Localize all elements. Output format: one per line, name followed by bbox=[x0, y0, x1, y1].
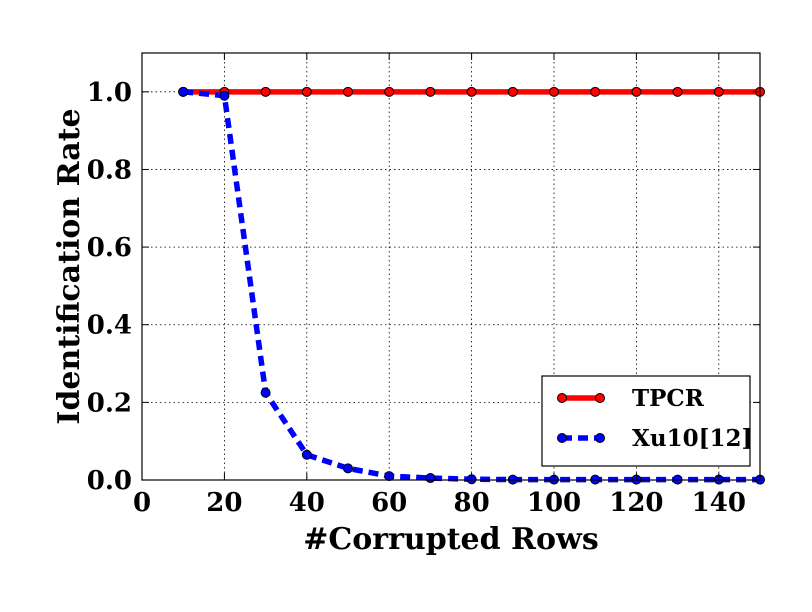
data-point-tpcr bbox=[590, 86, 601, 97]
axis-ticks: 0 20 40 60 80 100 120 140 0.0 0.2 0.4 0.6 0.8 1.0 bbox=[87, 53, 760, 518]
legend-label-tpcr: TPCR bbox=[632, 385, 705, 412]
y-tick-label: 1.0 bbox=[87, 78, 132, 108]
x-tick-label: 60 bbox=[371, 488, 407, 518]
data-point-xu10 bbox=[178, 86, 189, 97]
data-point-tpcr bbox=[631, 86, 642, 97]
x-tick-label: 40 bbox=[289, 488, 325, 518]
data-point-tpcr bbox=[549, 86, 559, 97]
legend-label-xu10: Xu10[12] bbox=[632, 425, 752, 452]
y-tick-label: 0.6 bbox=[87, 233, 132, 263]
x-tick-label: 140 bbox=[692, 488, 746, 518]
data-point-tpcr bbox=[672, 86, 683, 97]
data-point-tpcr bbox=[343, 86, 353, 97]
data-point-xu10 bbox=[219, 90, 230, 101]
x-tick-label: 100 bbox=[527, 488, 581, 518]
y-tick-label: 0.2 bbox=[87, 388, 132, 418]
data-point-tpcr bbox=[507, 86, 518, 97]
data-point-xu10 bbox=[425, 473, 436, 484]
legend-marker-tpcr bbox=[557, 393, 567, 403]
x-axis-label: #Corrupted Rows bbox=[303, 522, 598, 557]
x-tick-label: 80 bbox=[454, 488, 490, 518]
y-tick-label: 0.0 bbox=[87, 466, 132, 496]
data-point-xu10 bbox=[343, 463, 353, 474]
data-point-tpcr bbox=[301, 86, 312, 97]
data-point-tpcr bbox=[466, 86, 477, 97]
legend: TPCR Xu10[12] bbox=[541, 375, 752, 467]
data-point-tpcr bbox=[425, 86, 436, 97]
legend-marker-xu10 bbox=[557, 433, 567, 443]
legend-marker-xu10 bbox=[595, 433, 605, 443]
x-tick-label: 0 bbox=[133, 488, 151, 518]
legend-marker-tpcr bbox=[595, 393, 605, 403]
data-point-xu10 bbox=[301, 449, 312, 460]
data-point-tpcr bbox=[713, 86, 724, 97]
plot-area-frame bbox=[141, 52, 761, 481]
legend-box bbox=[541, 375, 751, 467]
data-point-tpcr bbox=[260, 86, 271, 97]
data-point-tpcr bbox=[384, 86, 395, 97]
y-tick-label: 0.8 bbox=[87, 155, 132, 185]
x-tick-label: 20 bbox=[206, 488, 242, 518]
data-point-xu10 bbox=[260, 387, 271, 398]
x-tick-label: 120 bbox=[609, 488, 663, 518]
y-axis-label: Identification Rate bbox=[52, 108, 87, 424]
y-tick-label: 0.4 bbox=[87, 311, 132, 341]
